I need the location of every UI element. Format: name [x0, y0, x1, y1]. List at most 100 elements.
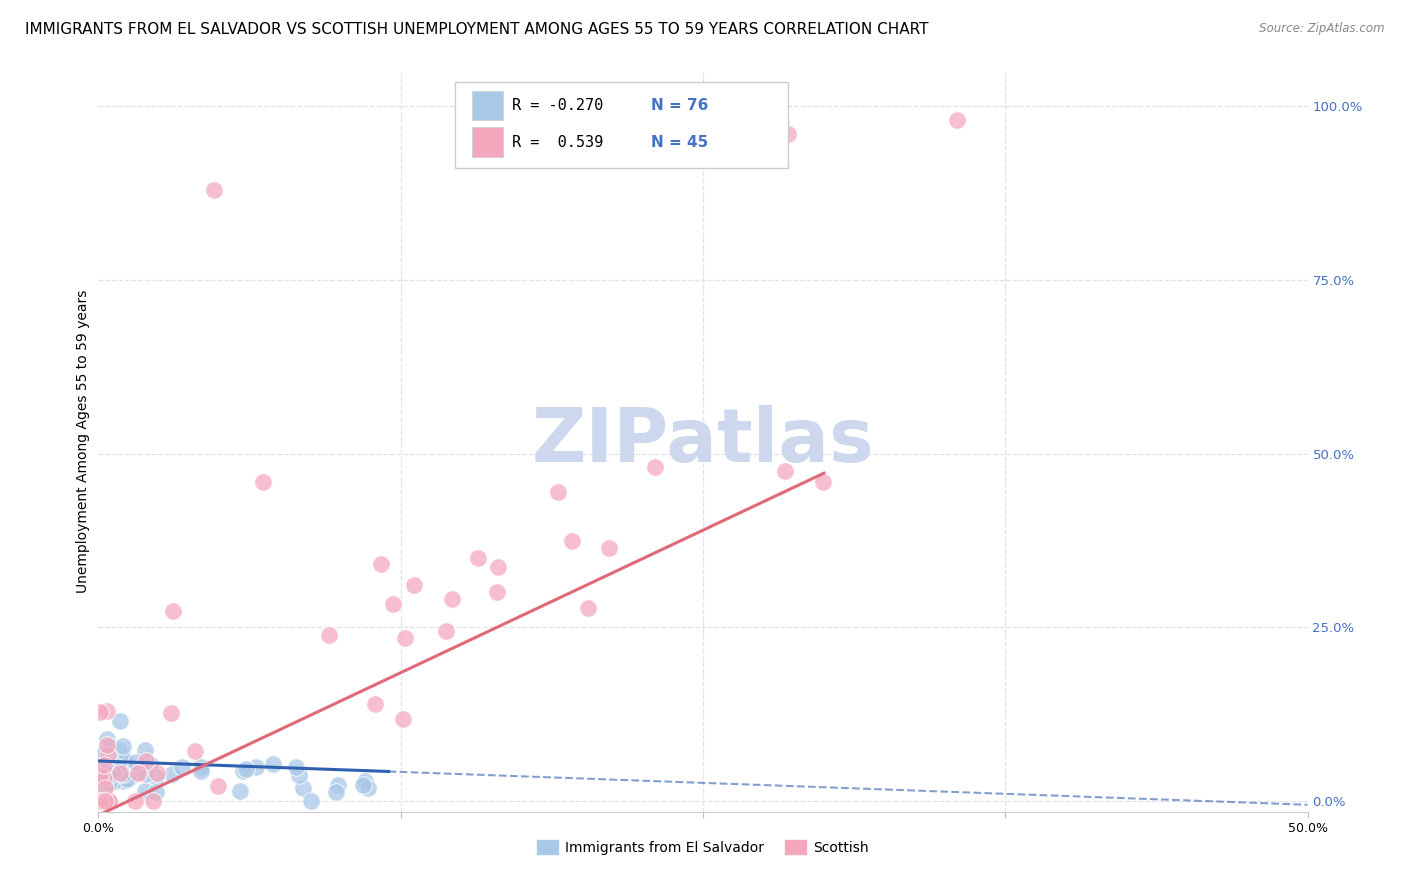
Point — [97, 794, 120, 808]
Point — [96, 764, 118, 779]
Point — [107, 760, 129, 774]
Point — [103, 775, 125, 789]
Point — [94, 781, 117, 796]
Point — [96, 704, 118, 718]
Point — [122, 767, 145, 781]
Point — [93, 764, 115, 778]
Point — [101, 742, 124, 756]
Point — [184, 744, 207, 758]
Point — [108, 761, 131, 775]
Point — [96, 758, 118, 772]
Point — [299, 794, 322, 808]
Point — [89, 794, 111, 808]
Point — [112, 774, 135, 789]
Text: ZIPatlas: ZIPatlas — [531, 405, 875, 478]
Point — [89, 771, 111, 785]
Point — [134, 743, 156, 757]
Point — [391, 712, 413, 726]
Point — [110, 765, 132, 780]
Point — [160, 706, 183, 720]
Point — [172, 760, 194, 774]
Point — [101, 753, 124, 767]
Point — [773, 464, 796, 478]
Point — [94, 794, 117, 808]
Point — [162, 605, 184, 619]
Point — [108, 743, 131, 757]
Point — [486, 585, 509, 599]
Point — [105, 763, 128, 777]
Point — [89, 769, 111, 783]
Point — [204, 182, 226, 196]
Point — [576, 601, 599, 615]
Point — [91, 747, 114, 761]
Point — [207, 779, 229, 793]
Point — [96, 738, 118, 752]
Point — [229, 783, 252, 797]
Point — [104, 756, 127, 770]
Point — [98, 794, 121, 808]
Point — [96, 731, 118, 746]
Point — [262, 756, 284, 771]
Point — [89, 705, 111, 719]
Point — [98, 775, 121, 789]
Point — [404, 578, 426, 592]
Point — [96, 767, 118, 781]
Point — [561, 533, 583, 548]
Point — [114, 752, 136, 766]
Text: R = -0.270: R = -0.270 — [512, 98, 603, 113]
Point — [114, 754, 136, 768]
Point — [162, 767, 184, 781]
Point — [441, 592, 464, 607]
Point — [190, 764, 212, 778]
Point — [326, 779, 349, 793]
Point — [93, 771, 115, 785]
Point — [94, 762, 117, 776]
Point — [111, 739, 134, 753]
Point — [232, 764, 254, 779]
Point — [139, 757, 162, 772]
Point — [145, 766, 167, 780]
Point — [98, 748, 121, 763]
Point — [235, 763, 257, 777]
Legend: Immigrants from El Salvador, Scottish: Immigrants from El Salvador, Scottish — [531, 834, 875, 860]
Point — [89, 763, 111, 777]
Point — [94, 756, 117, 770]
Point — [110, 714, 132, 729]
Point — [946, 113, 969, 128]
Point — [125, 756, 148, 770]
Point — [285, 760, 308, 774]
Text: R =  0.539: R = 0.539 — [512, 135, 603, 150]
Point — [98, 754, 121, 768]
Point — [98, 757, 121, 772]
Point — [356, 781, 378, 796]
Point — [97, 764, 120, 778]
Text: IMMIGRANTS FROM EL SALVADOR VS SCOTTISH UNEMPLOYMENT AMONG AGES 55 TO 59 YEARS C: IMMIGRANTS FROM EL SALVADOR VS SCOTTISH … — [25, 22, 929, 37]
Point — [124, 794, 146, 808]
Point — [325, 785, 347, 799]
Text: N = 76: N = 76 — [651, 98, 709, 113]
Point — [93, 758, 115, 772]
Point — [145, 785, 167, 799]
Point — [134, 784, 156, 798]
Point — [115, 772, 138, 786]
Point — [93, 757, 115, 772]
Point — [118, 764, 141, 778]
Point — [145, 770, 167, 784]
Point — [97, 768, 120, 782]
Point — [98, 775, 121, 789]
FancyBboxPatch shape — [472, 128, 503, 157]
Point — [90, 751, 112, 765]
Point — [318, 628, 340, 642]
Point — [100, 749, 122, 764]
Point — [91, 768, 114, 782]
Text: Source: ZipAtlas.com: Source: ZipAtlas.com — [1260, 22, 1385, 36]
Point — [382, 597, 405, 611]
Point — [644, 459, 666, 474]
Point — [370, 557, 392, 571]
Point — [135, 767, 157, 781]
Point — [127, 766, 149, 780]
Point — [486, 560, 509, 574]
Point — [100, 761, 122, 775]
Point — [97, 748, 120, 763]
Point — [98, 739, 121, 753]
